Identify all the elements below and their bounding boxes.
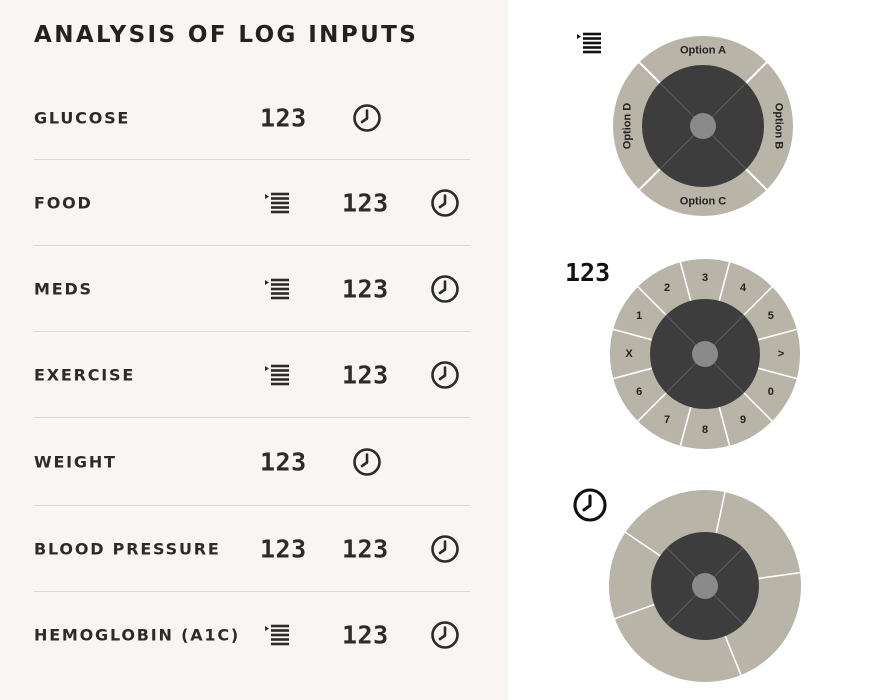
option-label[interactable]: Option A bbox=[680, 45, 726, 57]
row-label: BLOOD PRESSURE bbox=[34, 539, 221, 558]
number-key[interactable]: 2 bbox=[664, 282, 670, 294]
number-key[interactable]: 6 bbox=[636, 386, 642, 398]
wheel-hub[interactable] bbox=[692, 573, 718, 599]
list-icon[interactable] bbox=[262, 620, 292, 650]
log-row-hemoglobin-a1c[interactable]: HEMOGLOBIN (A1C) 123 bbox=[34, 592, 470, 678]
wheel-hub[interactable] bbox=[692, 341, 718, 367]
number-key[interactable]: 3 bbox=[702, 272, 708, 284]
number-entry-button[interactable]: 123 bbox=[342, 360, 389, 389]
row-label: HEMOGLOBIN (A1C) bbox=[34, 625, 240, 645]
log-row-food[interactable]: FOOD 123 bbox=[34, 160, 470, 246]
number-wheel[interactable]: 3 4 5 >0 9 8 7 6 X 1 2 bbox=[610, 259, 800, 449]
number-wheel-icon: 123 bbox=[565, 258, 611, 287]
list-icon[interactable] bbox=[262, 274, 292, 304]
row-label: GLUCOSE bbox=[34, 108, 131, 127]
number-key[interactable]: X bbox=[625, 348, 633, 360]
log-row-exercise[interactable]: EXERCISE 123 bbox=[34, 332, 470, 418]
number-key[interactable]: 4 bbox=[740, 282, 747, 294]
number-key[interactable]: 0 bbox=[768, 386, 774, 398]
time-wheel[interactable] bbox=[609, 490, 802, 682]
log-inputs-panel: ANALYSIS OF LOG INPUTS GLUCOSE 123 FOOD 123… bbox=[0, 0, 508, 700]
number-entry-button[interactable]: 123 bbox=[260, 534, 307, 563]
number-entry-button[interactable]: 123 bbox=[342, 188, 389, 217]
log-row-blood-pressure[interactable]: BLOOD PRESSURE 123 123 bbox=[34, 506, 470, 592]
log-row-glucose[interactable]: GLUCOSE 123 bbox=[34, 76, 470, 160]
page-title: ANALYSIS OF LOG INPUTS bbox=[34, 22, 419, 48]
log-row-meds[interactable]: MEDS 123 bbox=[34, 246, 470, 332]
log-row-weight[interactable]: WEIGHT 123 bbox=[34, 418, 470, 506]
clock-icon[interactable] bbox=[352, 447, 382, 477]
option-wheel[interactable]: Option A Option B Option C Option D bbox=[613, 36, 793, 216]
row-label: EXERCISE bbox=[34, 365, 136, 384]
clock-icon[interactable] bbox=[430, 274, 460, 304]
number-key[interactable]: 5 bbox=[768, 310, 774, 322]
number-key[interactable]: 8 bbox=[702, 424, 708, 436]
clock-icon[interactable] bbox=[430, 188, 460, 218]
clock-icon bbox=[572, 487, 608, 527]
option-label[interactable]: Option D bbox=[622, 103, 634, 149]
clock-icon[interactable] bbox=[352, 103, 382, 133]
row-label: MEDS bbox=[34, 279, 93, 298]
input-wheels-panel: Option A Option B Option C Option D 123 3 4 5… bbox=[508, 0, 880, 700]
number-key[interactable]: 1 bbox=[636, 310, 642, 322]
number-key[interactable]: 7 bbox=[664, 414, 670, 426]
clock-icon[interactable] bbox=[430, 360, 460, 390]
number-key[interactable]: > bbox=[778, 348, 784, 360]
list-icon[interactable] bbox=[262, 188, 292, 218]
option-label[interactable]: Option B bbox=[773, 103, 785, 149]
clock-icon[interactable] bbox=[430, 620, 460, 650]
number-entry-button[interactable]: 123 bbox=[260, 103, 307, 132]
row-label: WEIGHT bbox=[34, 452, 117, 471]
row-label: FOOD bbox=[34, 193, 93, 212]
number-entry-button[interactable]: 123 bbox=[342, 534, 389, 563]
option-label[interactable]: Option C bbox=[680, 196, 726, 208]
number-entry-button[interactable]: 123 bbox=[260, 447, 307, 476]
list-icon[interactable] bbox=[262, 360, 292, 390]
list-icon bbox=[570, 28, 608, 62]
number-entry-button[interactable]: 123 bbox=[342, 620, 389, 650]
clock-icon[interactable] bbox=[430, 534, 460, 564]
wheel-hub[interactable] bbox=[690, 113, 716, 139]
number-entry-button[interactable]: 123 bbox=[342, 274, 389, 303]
number-key[interactable]: 9 bbox=[740, 414, 746, 426]
